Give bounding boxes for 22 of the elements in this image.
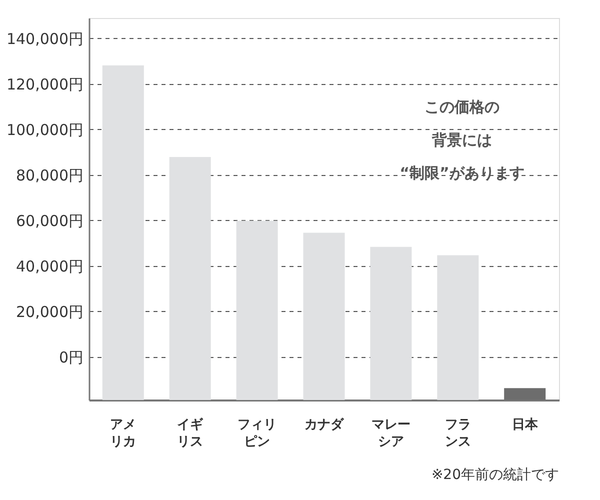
y-tick-label: 60,000円 bbox=[16, 212, 84, 230]
x-tick-label: マレーシア bbox=[371, 418, 410, 450]
y-tick-label: 0円 bbox=[58, 348, 84, 366]
y-tick-label: 40,000円 bbox=[16, 257, 84, 276]
y-tick-label: 140,000円 bbox=[6, 30, 84, 48]
bar bbox=[102, 65, 144, 400]
bar bbox=[370, 246, 412, 400]
y-tick-label: 100,000円 bbox=[6, 120, 84, 139]
y-tick-label: 20,000円 bbox=[16, 302, 84, 321]
y-tick-label: 120,000円 bbox=[6, 75, 84, 94]
x-tick-label: アメリカ bbox=[110, 418, 136, 450]
bar bbox=[236, 220, 278, 400]
bar bbox=[169, 157, 211, 400]
x-tick-label: カナダ bbox=[304, 418, 344, 432]
text: ※20年前の統計です bbox=[431, 467, 559, 483]
bar bbox=[437, 255, 479, 400]
x-tick-label: フィリピン bbox=[238, 418, 277, 450]
x-tick-label: フランス bbox=[444, 418, 471, 450]
x-tick-label: イギリス bbox=[177, 418, 204, 450]
x-tick-label: 日本 bbox=[512, 418, 539, 432]
y-tick-label: 80,000円 bbox=[16, 166, 84, 184]
bar bbox=[303, 232, 345, 400]
